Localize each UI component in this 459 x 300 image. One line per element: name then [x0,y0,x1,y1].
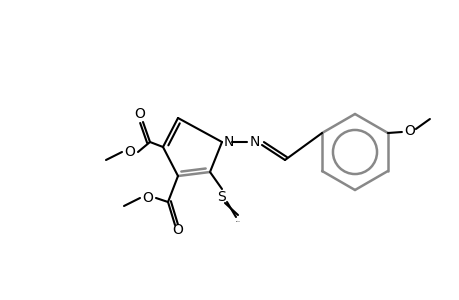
Text: methyl: methyl [235,220,240,222]
Text: O: O [142,191,153,205]
Text: N: N [249,135,260,149]
Text: N: N [224,135,234,149]
Text: S: S [217,190,226,204]
Text: O: O [124,145,135,159]
Text: O: O [403,124,414,138]
Text: O: O [172,223,183,237]
Text: O: O [134,107,145,121]
